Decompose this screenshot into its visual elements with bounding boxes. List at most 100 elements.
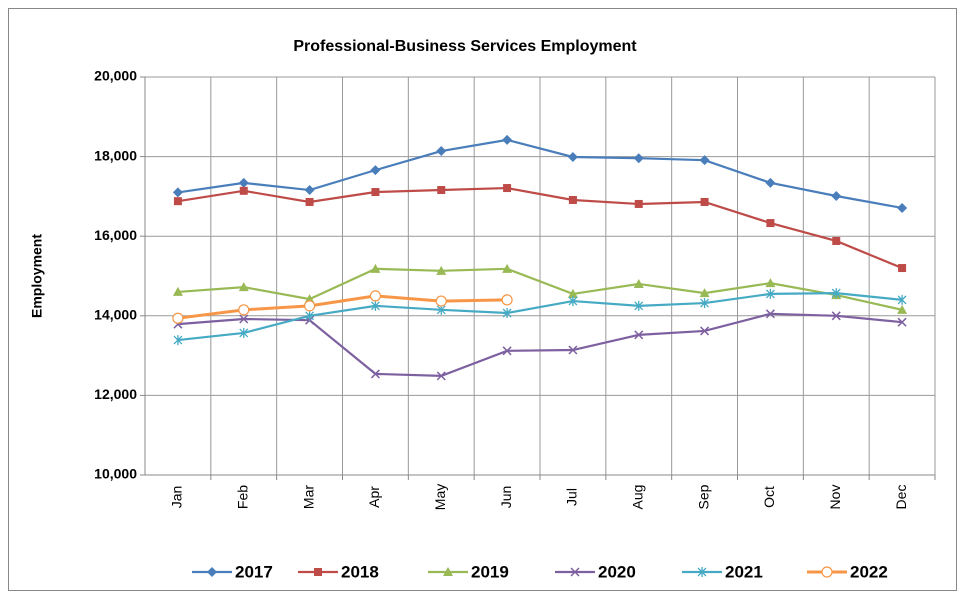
- point: [370, 263, 381, 273]
- series-line: [177, 292, 903, 342]
- legend-label: 2017: [235, 562, 273, 581]
- point: [634, 199, 643, 208]
- x-tick-label: Apr: [366, 486, 382, 508]
- point: [700, 298, 710, 309]
- point: [305, 197, 314, 206]
- legend-marker: [207, 567, 217, 577]
- point: [699, 155, 710, 166]
- point: [238, 282, 249, 292]
- y-axis-label: Employment: [29, 234, 45, 318]
- point: [304, 185, 315, 196]
- y-tick-label: 14,000: [94, 307, 137, 323]
- series-line: [177, 138, 903, 210]
- point: [765, 278, 776, 288]
- point: [172, 187, 183, 198]
- point: [897, 294, 907, 305]
- point: [634, 330, 644, 340]
- y-tick-label: 18,000: [94, 147, 137, 163]
- point: [501, 294, 513, 306]
- point: [173, 335, 183, 346]
- point: [831, 311, 841, 321]
- point: [831, 191, 842, 202]
- point: [567, 288, 578, 298]
- series-line: [177, 186, 903, 270]
- legend-marker: [443, 567, 453, 576]
- point: [765, 288, 775, 299]
- point: [239, 327, 249, 338]
- point: [437, 186, 446, 195]
- point: [699, 288, 710, 298]
- point: [370, 300, 380, 311]
- point: [172, 312, 184, 324]
- point: [435, 295, 447, 307]
- x-tick-label: Jul: [564, 488, 580, 506]
- legend-marker: [314, 568, 322, 576]
- point: [371, 188, 380, 197]
- point: [568, 296, 578, 307]
- point: [832, 236, 841, 245]
- point: [303, 300, 316, 312]
- point: [502, 134, 513, 145]
- x-tick-label: Jan: [169, 486, 185, 509]
- point: [897, 317, 907, 327]
- x-tick-label: Aug: [629, 485, 645, 510]
- point: [238, 304, 250, 316]
- point: [436, 146, 447, 157]
- point: [502, 263, 513, 273]
- point: [897, 202, 908, 213]
- x-tick-label: Dec: [893, 485, 909, 510]
- legend-marker: [821, 566, 833, 578]
- point: [765, 177, 776, 188]
- point: [700, 197, 709, 206]
- point: [634, 300, 644, 311]
- y-tick-label: 12,000: [94, 386, 137, 402]
- point: [502, 346, 512, 356]
- legend-marker: [697, 567, 707, 577]
- series-line: [177, 312, 903, 378]
- point: [173, 197, 182, 206]
- x-tick-label: Feb: [234, 485, 250, 509]
- point: [700, 326, 710, 336]
- point: [238, 177, 249, 188]
- y-tick-label: 10,000: [94, 466, 137, 482]
- point: [898, 264, 907, 273]
- x-tick-label: May: [432, 484, 448, 510]
- point: [633, 278, 644, 288]
- legend-label: 2018: [341, 562, 379, 581]
- y-tick-label: 20,000: [94, 68, 137, 84]
- point: [568, 345, 578, 355]
- point: [765, 309, 775, 319]
- x-tick-label: Jun: [498, 486, 514, 509]
- legend-label: 2021: [725, 562, 763, 581]
- point: [502, 308, 512, 319]
- point: [766, 219, 775, 228]
- point: [503, 184, 512, 193]
- point: [370, 369, 380, 379]
- legend-label: 2022: [850, 562, 888, 581]
- point: [831, 288, 841, 299]
- point: [304, 294, 315, 304]
- y-tick-label: 16,000: [94, 227, 137, 243]
- series-line: [177, 267, 903, 311]
- chart-title: Professional-Business Services Employmen…: [293, 38, 637, 55]
- x-tick-label: Sep: [695, 484, 711, 509]
- x-tick-label: Mar: [300, 485, 316, 509]
- point: [369, 290, 382, 302]
- legend-label: 2020: [598, 562, 636, 581]
- point: [172, 286, 183, 296]
- x-tick-label: Oct: [761, 486, 777, 508]
- point: [436, 371, 446, 381]
- point: [370, 165, 381, 176]
- legend-label: 2019: [471, 562, 509, 581]
- point: [633, 153, 644, 164]
- x-tick-label: Nov: [827, 485, 843, 510]
- point: [436, 265, 447, 275]
- point: [305, 310, 315, 321]
- series-line: [177, 294, 508, 320]
- point: [239, 186, 248, 195]
- point: [567, 151, 578, 162]
- point: [568, 195, 577, 204]
- point: [897, 304, 908, 314]
- legend-marker: [570, 567, 580, 577]
